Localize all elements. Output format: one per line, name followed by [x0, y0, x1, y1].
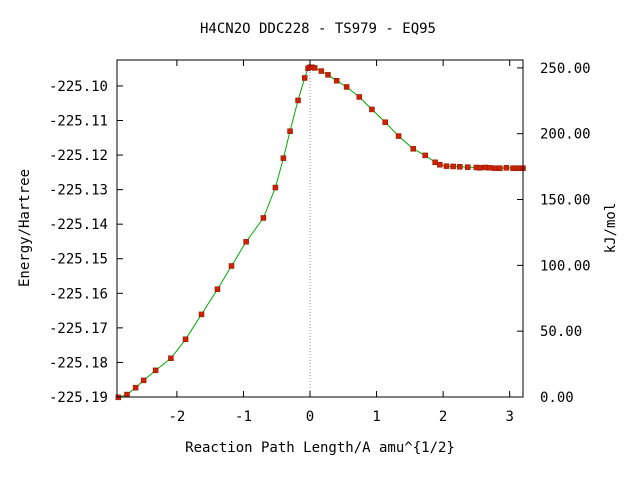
data-point — [432, 159, 438, 166]
x-tick-label: 2 — [439, 409, 447, 425]
x-tick-label: 1 — [372, 409, 380, 425]
data-point — [280, 155, 287, 161]
data-point — [260, 215, 267, 221]
data-point — [422, 152, 428, 159]
y2-tick-label: 200.00 — [540, 127, 591, 143]
x-tick-label: 3 — [505, 409, 513, 425]
data-point — [228, 263, 235, 269]
y-tick-label: -225.11 — [49, 113, 108, 129]
data-point — [356, 94, 363, 100]
y-tick-label: -225.12 — [49, 148, 108, 164]
y-tick-label: -225.15 — [49, 252, 108, 268]
data-point — [243, 239, 249, 245]
x-tick-label: 0 — [306, 409, 314, 425]
data-point — [492, 165, 498, 171]
data-point — [465, 164, 471, 170]
y2-tick-label: 50.00 — [540, 324, 582, 340]
series-line — [118, 66, 523, 398]
y-tick-label: -225.19 — [49, 390, 108, 406]
data-point — [369, 106, 375, 113]
y-tick-label: -225.10 — [49, 79, 108, 95]
data-point — [395, 133, 402, 139]
x-tick-label: -1 — [235, 409, 252, 425]
data-point — [301, 75, 308, 81]
data-point — [457, 164, 463, 170]
data-point — [410, 146, 416, 152]
chart-title: H4CN2O DDC228 - TS979 - EQ95 — [200, 21, 436, 37]
data-point — [124, 391, 130, 398]
data-point — [482, 164, 488, 171]
data-point — [272, 184, 279, 191]
data-point — [152, 367, 159, 374]
y-tick-label: -225.13 — [49, 183, 108, 199]
y2-tick-label: 0.00 — [540, 390, 574, 406]
data-point — [343, 84, 350, 90]
data-point — [450, 163, 456, 170]
data-point — [486, 165, 493, 171]
data-point — [198, 311, 205, 318]
y-tick-label: -225.14 — [49, 217, 108, 233]
y-axis-label: Energy/Hartree — [17, 169, 33, 287]
y2-tick-label: 150.00 — [540, 193, 591, 209]
y-tick-label: -225.16 — [49, 286, 108, 302]
data-point — [295, 97, 301, 104]
data-point — [503, 165, 510, 171]
x-axis-label: Reaction Path Length/A amu^{1/2} — [185, 440, 455, 456]
data-point — [318, 68, 325, 74]
data-point — [382, 119, 388, 125]
data-point — [287, 128, 293, 134]
data-point — [214, 286, 221, 292]
y2-axis-label: kJ/mol — [603, 203, 619, 254]
data-point — [132, 384, 139, 391]
plot-frame — [116, 59, 524, 398]
data-point — [437, 161, 443, 168]
x-tick-label: -2 — [168, 409, 185, 425]
y-tick-label: -225.17 — [49, 321, 108, 337]
data-point — [140, 377, 147, 384]
plot-area — [115, 60, 526, 401]
data-point — [333, 77, 340, 84]
y2-tick-label: 250.00 — [540, 61, 591, 77]
data-point — [496, 165, 503, 171]
y2-tick-label: 100.00 — [540, 258, 591, 274]
data-point — [476, 165, 483, 171]
data-point — [325, 72, 331, 78]
data-point — [182, 336, 189, 343]
data-point — [168, 355, 174, 362]
data-point — [443, 163, 450, 169]
y-tick-label: -225.18 — [49, 355, 108, 371]
data-point — [311, 65, 318, 71]
